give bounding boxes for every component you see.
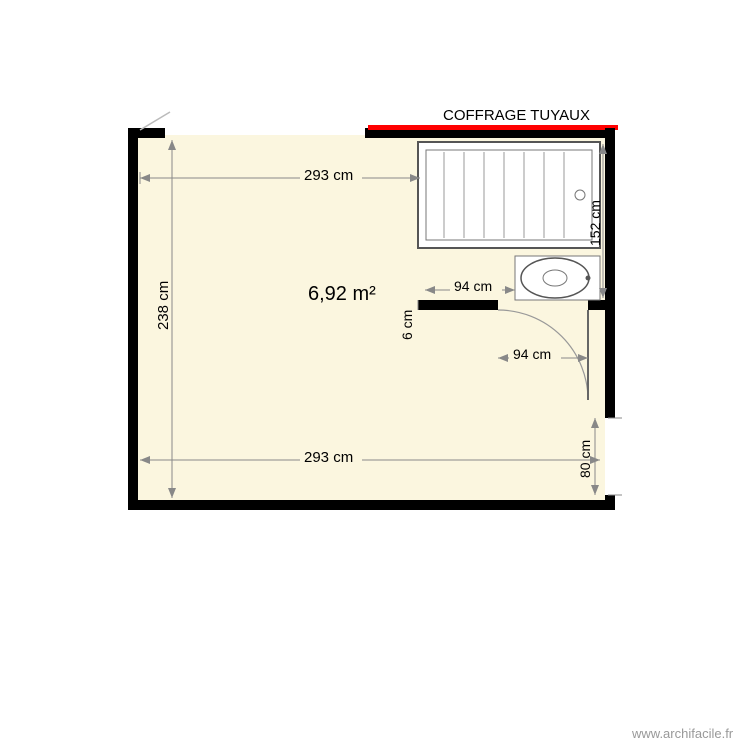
dim-label: 152 cm — [587, 200, 603, 246]
coffrage-bar — [368, 125, 618, 130]
top-door-swing — [140, 112, 170, 130]
sink — [515, 256, 600, 300]
floor-plan: 293 cm 293 cm 238 cm 152 cm 94 cm 9 — [0, 0, 750, 750]
wall-right-lower — [605, 495, 615, 510]
wall-bottom — [128, 500, 615, 510]
dim-label: 293 cm — [304, 167, 353, 184]
shower — [418, 142, 600, 248]
wall-partition-left — [418, 300, 498, 310]
wall-left — [128, 128, 138, 510]
dim-label: 238 cm — [155, 281, 172, 330]
wall-partition-right — [588, 300, 615, 310]
wall-right-upper — [605, 128, 615, 418]
dim-label: 94 cm — [454, 278, 492, 294]
dim-label: 80 cm — [577, 440, 593, 478]
dim-label: 293 cm — [304, 449, 353, 466]
coffrage-label: COFFRAGE TUYAUX — [443, 107, 590, 124]
watermark: www.archifacile.fr — [631, 726, 734, 741]
area-label: 6,92 m² — [308, 283, 376, 305]
dim-label: 6 cm — [399, 310, 415, 340]
dim-label: 94 cm — [513, 346, 551, 362]
